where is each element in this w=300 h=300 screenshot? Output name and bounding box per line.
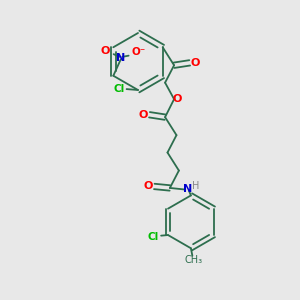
Text: H: H <box>192 181 200 191</box>
Text: O⁻: O⁻ <box>131 47 145 57</box>
Text: O: O <box>139 110 148 120</box>
Text: O: O <box>100 46 110 56</box>
Text: O: O <box>144 182 153 191</box>
Text: N: N <box>183 184 192 194</box>
Text: N: N <box>116 53 125 63</box>
Text: Cl: Cl <box>148 232 159 242</box>
Text: CH₃: CH₃ <box>185 255 203 265</box>
Text: O: O <box>172 94 182 104</box>
Text: O: O <box>191 58 200 68</box>
Text: Cl: Cl <box>114 84 125 94</box>
